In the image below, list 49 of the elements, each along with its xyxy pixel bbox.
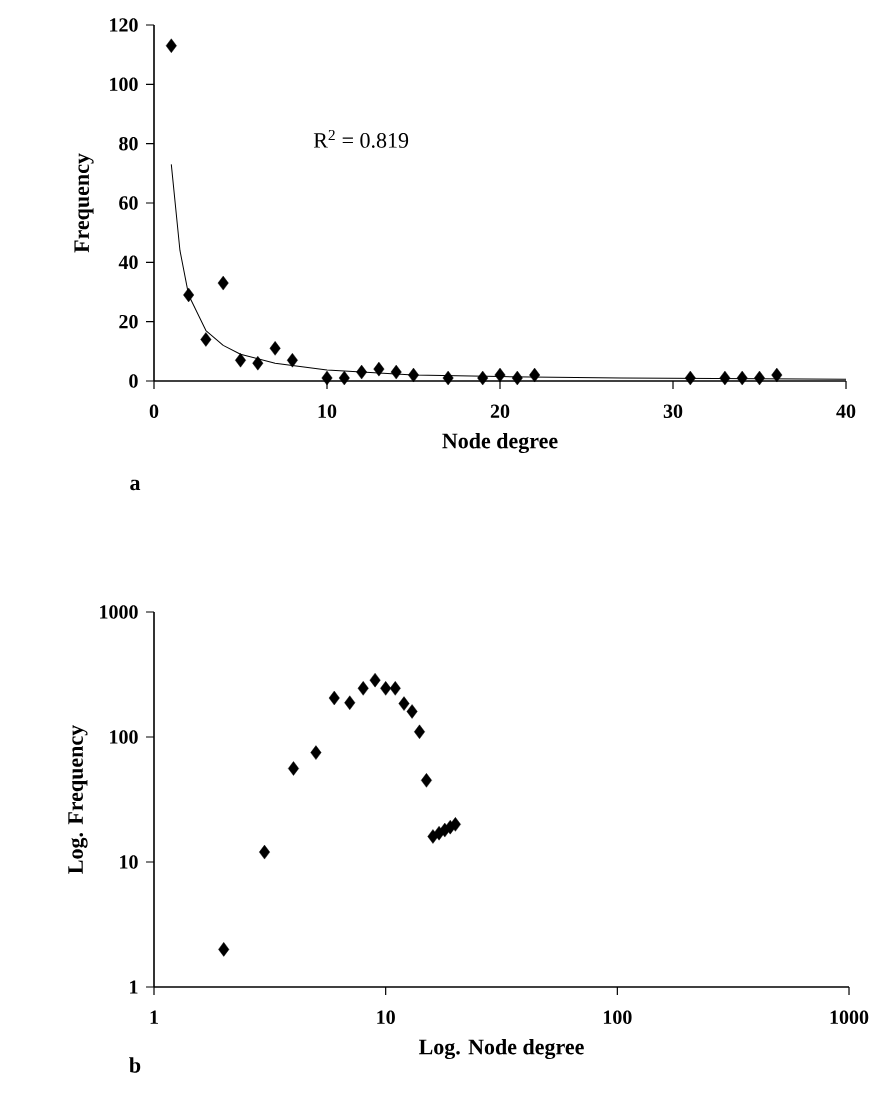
y-tick-label: 80 (119, 136, 138, 151)
y-tick-label: 60 (119, 196, 138, 210)
y-tick-label: 100 (110, 730, 138, 744)
point (442, 370, 454, 386)
x-axis-title: Node degree (442, 432, 558, 454)
point (529, 367, 541, 383)
point (321, 370, 333, 386)
y-axis-title: Log. Frequency (68, 725, 88, 874)
y-tick-label: 120 (110, 18, 138, 32)
point (252, 355, 264, 371)
point (494, 367, 506, 383)
point (511, 370, 523, 386)
x-axis-title: Log. Node degree (418, 1038, 584, 1060)
x-tick-label: 40 (836, 404, 856, 419)
point (771, 367, 783, 383)
y-tick-label: 100 (110, 77, 138, 92)
x-tick-label: 20 (490, 404, 510, 419)
point (736, 370, 748, 386)
point (338, 370, 350, 386)
text: b (129, 1057, 141, 1073)
y-tick-label: 20 (119, 314, 138, 329)
x-tick-label: 0 (149, 404, 159, 419)
y-axis-title: Frequency (74, 153, 94, 253)
point (286, 353, 298, 368)
x-tick-label: 100 (603, 1010, 632, 1025)
x-tick-label: 1 (150, 1010, 158, 1024)
y-tick-label: 40 (118, 255, 138, 270)
point (477, 370, 489, 386)
x-tick-label: 10 (318, 404, 337, 419)
point (356, 364, 368, 380)
point (719, 370, 731, 386)
point (200, 332, 212, 347)
point (390, 364, 402, 380)
point (235, 353, 246, 368)
y-tick-label: 1 (130, 980, 138, 994)
point (183, 287, 195, 303)
y-tick-label: 10 (120, 855, 138, 869)
x-tick-label: 10 (377, 1010, 395, 1025)
text: a (130, 479, 141, 491)
y-tick-label: 0 (129, 374, 138, 388)
point (269, 341, 281, 356)
x-tick-label: 30 (663, 404, 683, 419)
point (684, 370, 696, 386)
annotation: R$^{2}$ = 0.819 (313, 129, 409, 148)
point (217, 275, 229, 291)
x-tick-label: 1000 (830, 1010, 869, 1025)
y-tick-label: 1000 (100, 605, 138, 619)
point (373, 361, 385, 377)
point (165, 38, 177, 53)
